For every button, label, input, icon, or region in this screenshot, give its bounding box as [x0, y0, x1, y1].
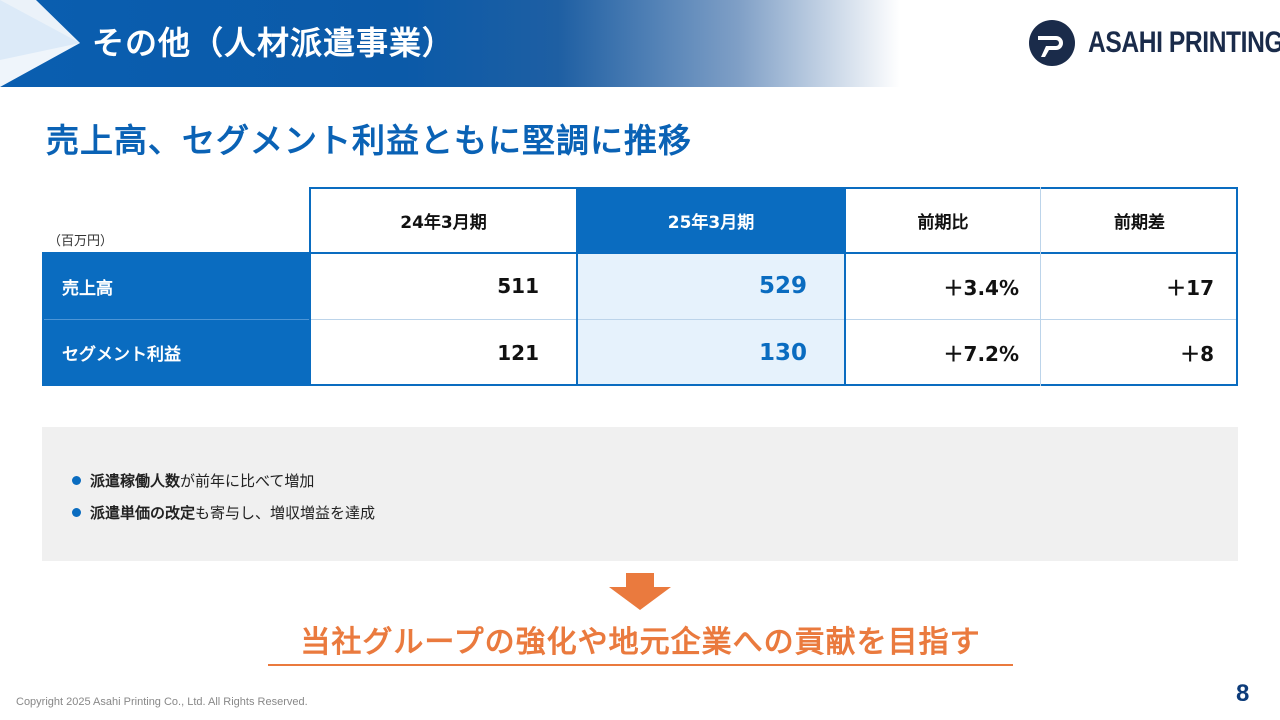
cell-profit-fy25: 130 [577, 319, 845, 386]
segment-results-table: 24年3月期 25年3月期 前期比 前期差 売上高 511 529 ＋3.4% … [42, 187, 1238, 386]
page-section-title: その他（人材派遣事業） [92, 24, 456, 62]
cell-sales-fy24: 511 [497, 274, 539, 298]
column-header-yoy-diff: 前期差 [1114, 212, 1165, 233]
column-header-fy24: 24年3月期 [400, 212, 487, 233]
table-border-bottom [42, 384, 1238, 386]
cell-sales-yoy-ratio: ＋3.4% [943, 275, 1019, 300]
row-label-segment-profit: セグメント利益 [42, 319, 310, 386]
table-col-divider-4 [1040, 187, 1041, 386]
cell-profit-fy24: 121 [497, 340, 539, 365]
conclusion-text: 当社グループの強化や地元企業への貢献を目指す [300, 625, 981, 660]
logo-text: ASAHI PRINTING [1088, 26, 1280, 59]
note-text: が前年に比べて増加 [180, 472, 315, 490]
company-logo: ASAHI PRINTING [1028, 18, 1280, 68]
table-col-divider-2 [576, 187, 578, 386]
column-header-fy25: 25年3月期 [577, 187, 845, 253]
table-border-top [310, 187, 1238, 189]
note-item: 派遣単価の改定 も寄与し、増収増益を達成 [72, 502, 375, 523]
table-col-divider-1 [309, 187, 311, 386]
header-triangle-decoration [0, 0, 80, 87]
note-emphasis: 派遣稼働人数 [90, 472, 181, 490]
cell-profit-yoy-ratio: ＋7.2% [943, 342, 1019, 366]
page-number: 8 [1236, 680, 1250, 707]
cell-sales-fy25: 529 [577, 253, 845, 319]
table-row-divider [310, 319, 1238, 320]
table-header-divider [42, 252, 1238, 254]
table-col-divider-3 [844, 187, 846, 386]
table-border-right [1236, 187, 1238, 386]
note-item: 派遣稼働人数 が前年に比べて増加 [72, 470, 314, 491]
asahi-p-logo-icon [1029, 20, 1075, 66]
row-label-sales: 売上高 [42, 253, 310, 319]
copyright-notice: Copyright 2025 Asahi Printing Co., Ltd. … [16, 696, 308, 708]
cell-profit-yoy-diff: ＋8 [1180, 342, 1214, 366]
table-label-divider [42, 319, 310, 320]
notes-box: 派遣稼働人数 が前年に比べて増加 派遣単価の改定 も寄与し、増収増益を達成 [42, 427, 1238, 561]
conclusion-underline [268, 664, 1013, 666]
note-emphasis: 派遣単価の改定 [90, 504, 196, 522]
column-header-yoy-ratio: 前期比 [917, 212, 969, 233]
headline: 売上高、セグメント利益ともに堅調に推移 [46, 121, 692, 160]
unit-label: （百万円） [48, 234, 114, 249]
cell-sales-yoy-diff: ＋17 [1166, 275, 1214, 300]
bullet-icon [72, 508, 81, 517]
header-band: その他（人材派遣事業） [0, 0, 900, 87]
note-text: も寄与し、増収増益を達成 [195, 504, 376, 522]
down-arrow-icon [609, 573, 671, 610]
bullet-icon [72, 476, 81, 485]
table-border-left [42, 253, 44, 386]
